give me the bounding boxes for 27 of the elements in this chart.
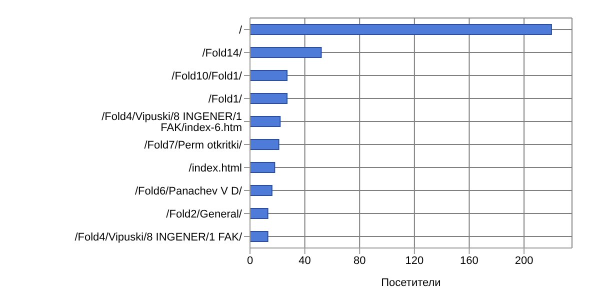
y-tick-label: /Fold4/Vipuski/8 INGENER/1 FAK/	[74, 231, 243, 244]
y-tick-label: /Fold2/General/	[166, 208, 243, 220]
x-tick-label: 200	[514, 254, 534, 267]
bar	[250, 208, 268, 219]
bar	[250, 162, 276, 173]
bar	[250, 24, 552, 35]
y-tick-label: /index.html	[188, 162, 242, 174]
bar	[250, 70, 288, 81]
bar	[250, 116, 281, 127]
bar	[250, 230, 268, 242]
x-axis-title: Посетители	[381, 277, 441, 289]
y-tick-label: /Fold6/Panachev V D/	[134, 185, 243, 198]
x-tick-label: 120	[405, 254, 424, 267]
y-tick-label: /Fold14/	[202, 47, 243, 60]
bar	[250, 92, 288, 104]
x-tick-label: 160	[460, 254, 478, 267]
bar	[250, 184, 272, 196]
x-tick-label: 80	[353, 254, 366, 267]
y-tick-label: /Fold7/Perm otkritki/	[144, 139, 243, 152]
x-tick-label: 0	[246, 254, 254, 267]
x-tick-label: 40	[298, 254, 311, 267]
y-tick-label: /Fold10/Fold1/	[172, 70, 243, 82]
y-tick-label: /Fold4/Vipuski/8 INGENER/1 FAK/index-6.htm	[102, 110, 242, 134]
y-tick-label: /Fold1/	[208, 93, 243, 106]
y-tick-label: /	[238, 24, 243, 36]
bar	[250, 138, 280, 150]
bar	[250, 46, 322, 58]
